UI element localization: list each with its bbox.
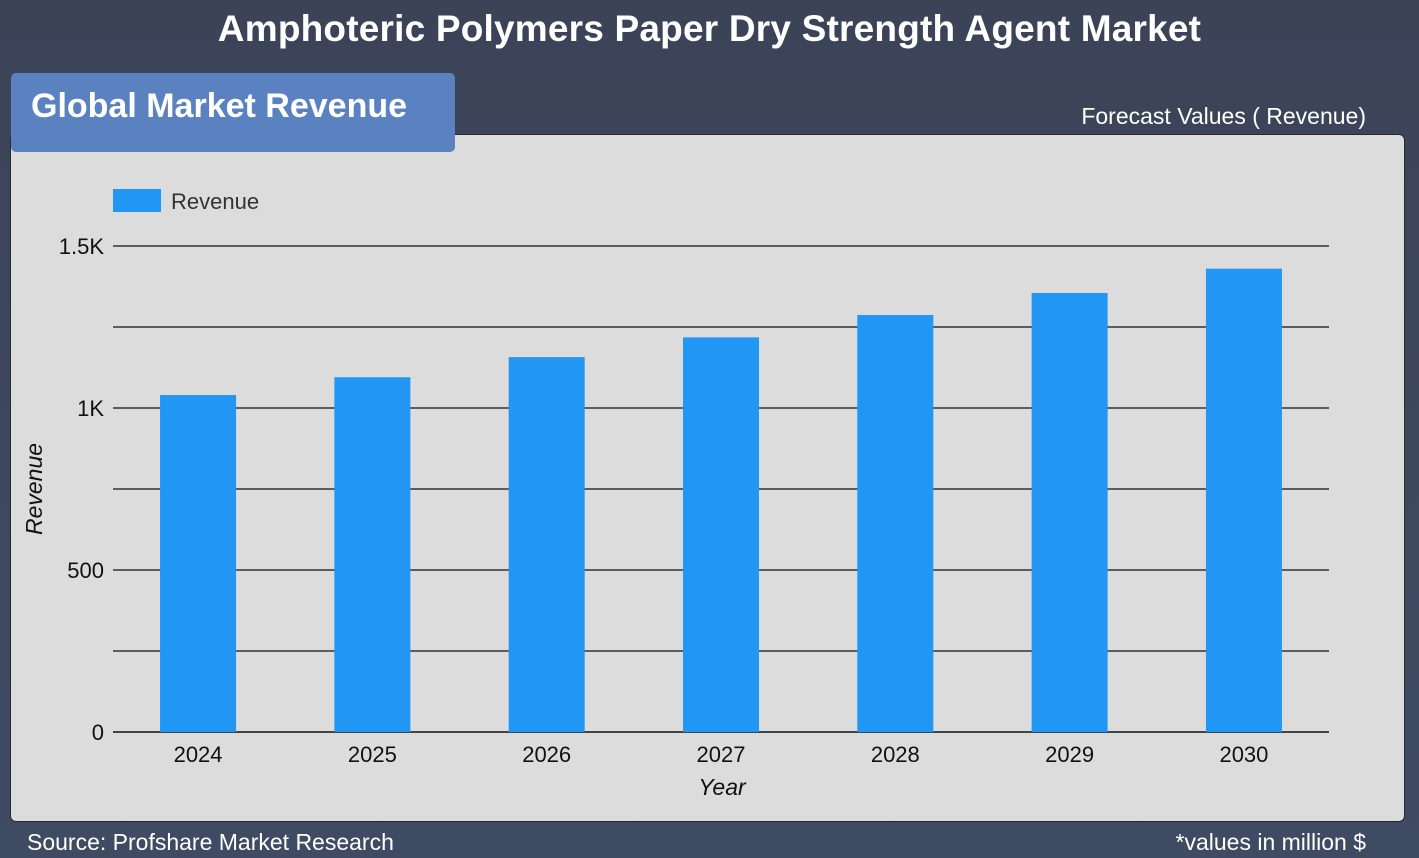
y-axis-label: Revenue bbox=[21, 443, 47, 535]
y-tick-label: 1.5K bbox=[59, 234, 105, 259]
y-tick-label: 0 bbox=[92, 720, 104, 745]
legend-swatch bbox=[113, 189, 161, 212]
y-tick-label: 1K bbox=[77, 396, 104, 421]
units-note: *values in million $ bbox=[1175, 829, 1366, 855]
bar-2025 bbox=[334, 377, 411, 732]
legend-label: Revenue bbox=[171, 189, 259, 214]
bar-2026 bbox=[508, 357, 585, 732]
x-tick-label: 2024 bbox=[174, 742, 223, 767]
section-badge: Global Market Revenue bbox=[11, 73, 455, 152]
bar-2030 bbox=[1205, 268, 1282, 732]
chart-title: Amphoteric Polymers Paper Dry Strength A… bbox=[217, 8, 1202, 49]
legend: Revenue bbox=[113, 189, 259, 214]
bars bbox=[160, 268, 1282, 732]
bar-2029 bbox=[1031, 292, 1108, 732]
x-tick-label: 2029 bbox=[1045, 742, 1094, 767]
x-tick-label: 2026 bbox=[522, 742, 571, 767]
x-tick-label: 2025 bbox=[348, 742, 397, 767]
forecast-label: Forecast Values ( Revenue) bbox=[1081, 103, 1366, 129]
bar-2027 bbox=[683, 337, 759, 732]
x-tick-labels: 2024 2025 2026 2027 2028 2029 2030 bbox=[174, 742, 1269, 767]
x-tick-label: 2028 bbox=[871, 742, 920, 767]
x-axis-label: Year bbox=[698, 774, 747, 800]
bar-2024 bbox=[160, 395, 237, 732]
x-tick-label: 2030 bbox=[1219, 742, 1268, 767]
y-tick-label: 500 bbox=[67, 558, 104, 583]
y-tick-labels: 0 500 1K 1.5K bbox=[59, 234, 105, 745]
bar-2028 bbox=[857, 315, 934, 732]
x-tick-label: 2027 bbox=[697, 742, 746, 767]
source-note: Source: Profshare Market Research bbox=[27, 829, 394, 855]
